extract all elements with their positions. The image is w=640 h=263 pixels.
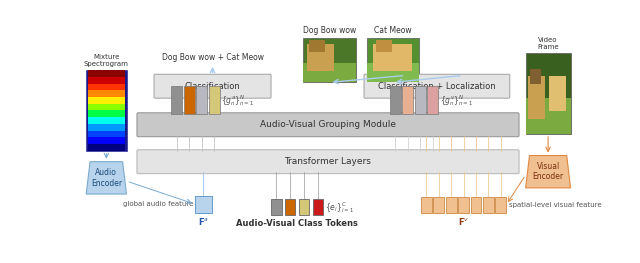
Bar bbox=[88, 124, 125, 131]
Bar bbox=[390, 86, 401, 114]
Text: $\mathbf{F}^a$: $\mathbf{F}^a$ bbox=[198, 216, 209, 227]
FancyBboxPatch shape bbox=[364, 74, 509, 98]
Text: Audio-Visual Class Tokens: Audio-Visual Class Tokens bbox=[236, 219, 358, 228]
Bar bbox=[373, 44, 412, 71]
FancyBboxPatch shape bbox=[137, 150, 519, 174]
Bar bbox=[367, 63, 419, 82]
Text: $\{g_n^v\}_{n=1}^N$: $\{g_n^v\}_{n=1}^N$ bbox=[440, 93, 473, 108]
Bar bbox=[184, 86, 195, 114]
Bar bbox=[495, 197, 506, 213]
Bar bbox=[458, 197, 469, 213]
Bar bbox=[415, 86, 426, 114]
Text: Visual
Encoder: Visual Encoder bbox=[532, 162, 564, 181]
Bar bbox=[428, 86, 438, 114]
Bar bbox=[196, 86, 207, 114]
Bar bbox=[88, 137, 125, 144]
Bar bbox=[88, 83, 125, 90]
Bar bbox=[88, 110, 125, 117]
Bar bbox=[525, 98, 571, 134]
Bar bbox=[285, 199, 296, 215]
Text: Classification + Localization: Classification + Localization bbox=[378, 82, 496, 91]
Text: Video
Frame: Video Frame bbox=[538, 37, 559, 50]
Bar bbox=[433, 197, 444, 213]
Bar bbox=[303, 38, 356, 82]
Bar bbox=[88, 77, 125, 84]
Bar bbox=[528, 76, 545, 119]
Bar bbox=[88, 130, 125, 138]
Text: spatial-level visual feature: spatial-level visual feature bbox=[509, 202, 602, 208]
Text: Mixture
Spectrogram: Mixture Spectrogram bbox=[84, 54, 129, 67]
Bar bbox=[88, 97, 125, 104]
Text: Audio-Visual Grouping Module: Audio-Visual Grouping Module bbox=[260, 120, 396, 129]
Bar bbox=[88, 117, 125, 124]
Text: Cat Meow: Cat Meow bbox=[374, 26, 412, 36]
Bar bbox=[312, 199, 323, 215]
Bar bbox=[367, 38, 419, 82]
Bar bbox=[88, 90, 125, 97]
Text: Dog Bow wow + Cat Meow: Dog Bow wow + Cat Meow bbox=[161, 53, 264, 62]
Text: Audio
Encoder: Audio Encoder bbox=[91, 168, 122, 188]
Text: $\{g_n^a\}_{n=1}^N$: $\{g_n^a\}_{n=1}^N$ bbox=[221, 93, 255, 108]
FancyBboxPatch shape bbox=[154, 74, 271, 98]
Text: Dog Bow wow: Dog Bow wow bbox=[303, 26, 356, 36]
Bar bbox=[483, 197, 494, 213]
Text: global audio feature: global audio feature bbox=[123, 201, 193, 207]
Bar bbox=[271, 199, 282, 215]
Bar bbox=[529, 69, 541, 84]
Bar bbox=[446, 197, 457, 213]
Bar bbox=[88, 70, 125, 77]
Bar bbox=[525, 53, 571, 134]
Text: $\{e_i\}_{i=1}^C$: $\{e_i\}_{i=1}^C$ bbox=[325, 200, 354, 215]
Bar bbox=[376, 40, 392, 52]
Bar bbox=[403, 86, 413, 114]
Bar bbox=[172, 86, 182, 114]
Polygon shape bbox=[86, 162, 127, 194]
Bar bbox=[307, 44, 334, 71]
Bar bbox=[470, 197, 481, 213]
Text: Classification: Classification bbox=[185, 82, 241, 91]
Text: Transformer Layers: Transformer Layers bbox=[285, 157, 371, 166]
Bar bbox=[298, 199, 309, 215]
Bar bbox=[195, 196, 212, 213]
Bar bbox=[309, 40, 325, 52]
Bar bbox=[209, 86, 220, 114]
Bar bbox=[421, 197, 432, 213]
Bar bbox=[303, 63, 356, 82]
Text: $\mathbf{F}^v$: $\mathbf{F}^v$ bbox=[458, 216, 469, 227]
Bar bbox=[549, 76, 566, 111]
Polygon shape bbox=[525, 155, 571, 188]
Bar bbox=[88, 144, 125, 151]
FancyBboxPatch shape bbox=[137, 113, 519, 137]
Bar bbox=[88, 103, 125, 110]
Bar bbox=[86, 70, 127, 151]
